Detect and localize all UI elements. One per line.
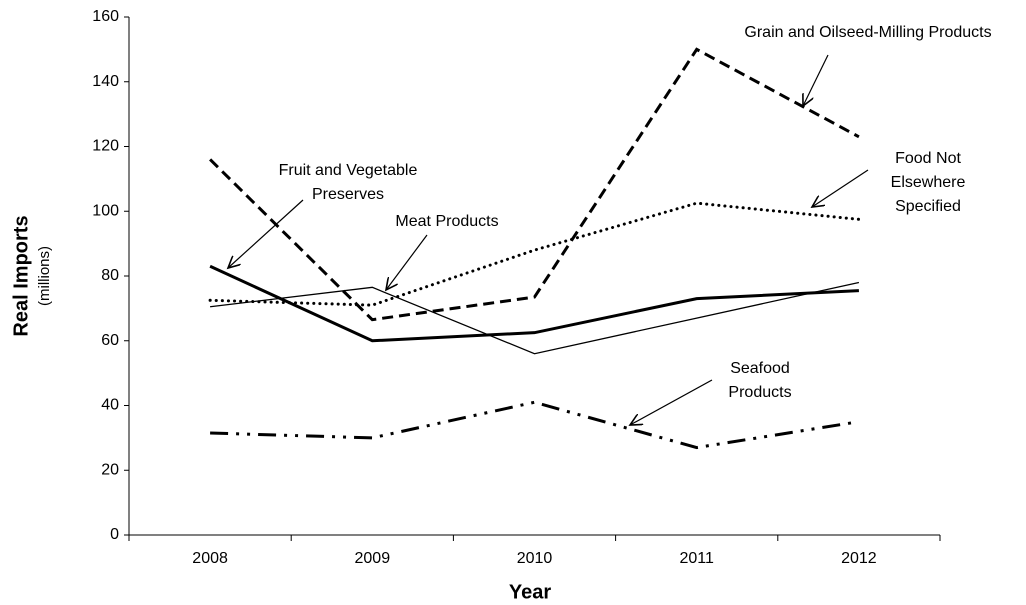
y-tick-label: 40 xyxy=(101,397,119,414)
series-line xyxy=(210,400,860,450)
x-tick-label: 2008 xyxy=(192,550,228,567)
series-label: Seafood xyxy=(730,360,790,377)
y-tick-label: 20 xyxy=(101,461,119,478)
series-label: Specified xyxy=(895,198,961,215)
series-line xyxy=(209,264,859,343)
y-axis-title: Real Imports xyxy=(10,215,32,336)
y-tick-label: 160 xyxy=(92,8,119,25)
x-tick-label: 2010 xyxy=(517,550,553,567)
x-tick-label: 2009 xyxy=(355,550,391,567)
series-line xyxy=(208,201,861,307)
y-tick-label: 140 xyxy=(92,73,119,90)
annotation-arrow xyxy=(630,379,713,425)
x-tick-label: 2012 xyxy=(841,550,877,567)
annotation-arrow xyxy=(812,169,869,207)
y-tick-label: 60 xyxy=(101,332,119,349)
annotation-arrow xyxy=(803,54,829,106)
y-tick-label: 120 xyxy=(92,138,119,155)
series-label: Meat Products xyxy=(395,213,498,230)
series-line xyxy=(209,47,860,322)
annotation-arrow xyxy=(386,234,428,290)
series-label: Grain and Oilseed-Milling Products xyxy=(744,24,991,41)
y-tick-label: 0 xyxy=(110,526,119,543)
series-label: Fruit and Vegetable xyxy=(279,162,418,179)
series-label: Preserves xyxy=(312,186,384,203)
series-label: Products xyxy=(728,384,791,401)
series-line xyxy=(210,281,860,355)
series-label: Elsewhere xyxy=(891,174,966,191)
x-axis-title: Year xyxy=(509,581,551,603)
series-label: Food Not xyxy=(895,150,961,167)
y-tick-label: 80 xyxy=(101,267,119,284)
y-axis-subtitle: (millions) xyxy=(36,246,53,306)
y-tick-label: 100 xyxy=(92,202,119,219)
x-tick-label: 2011 xyxy=(679,550,714,567)
annotation-arrow xyxy=(228,199,304,268)
